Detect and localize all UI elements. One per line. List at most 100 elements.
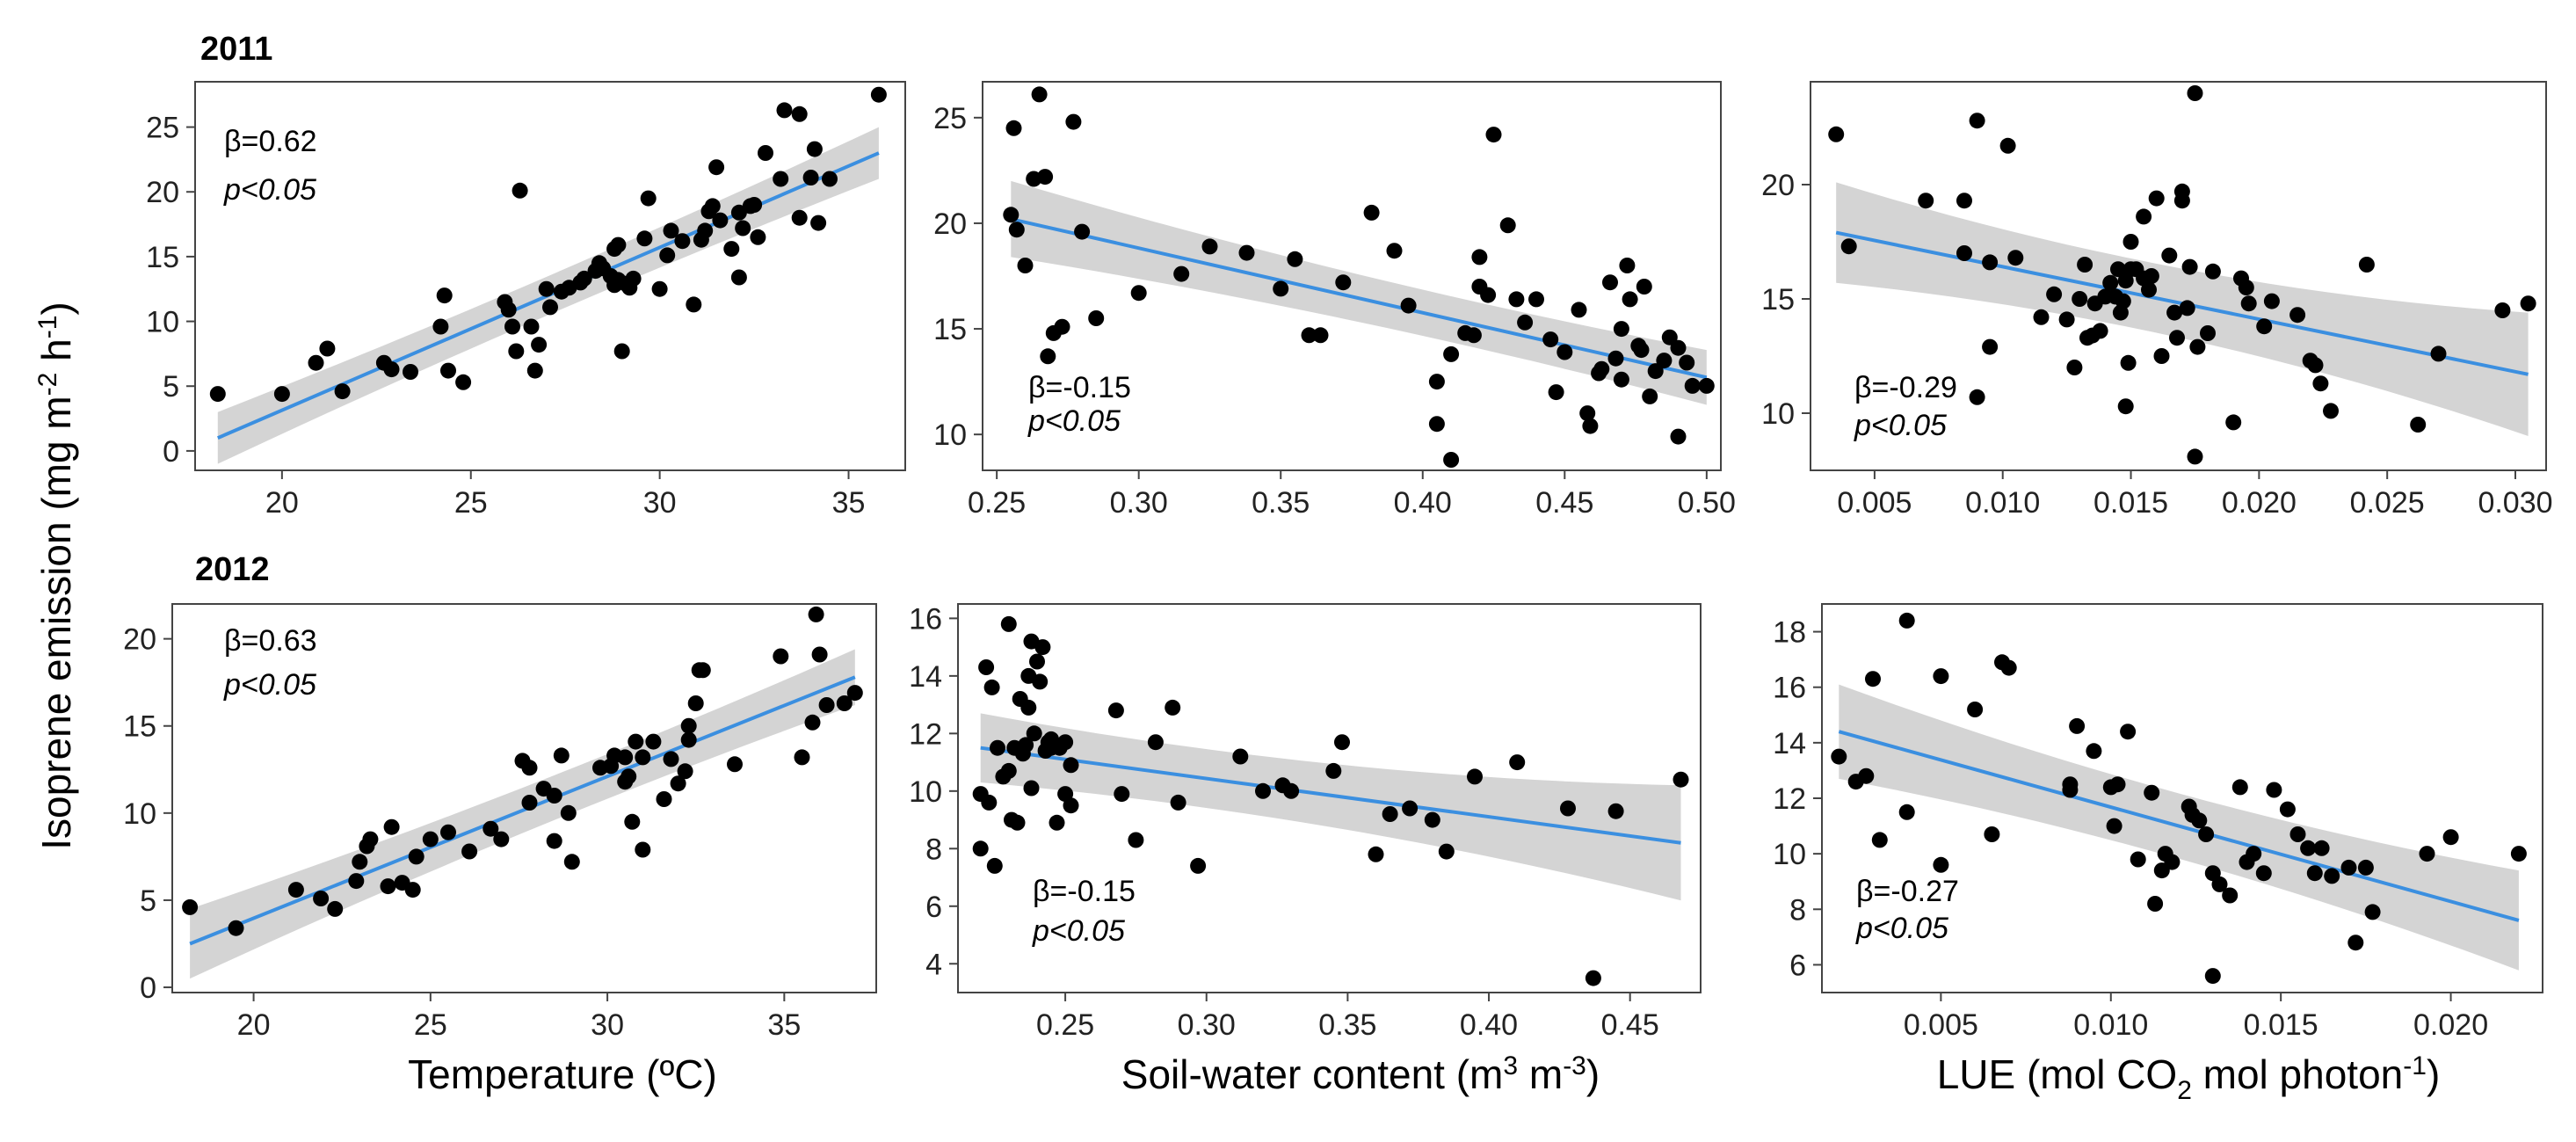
x-tick-label: 0.50 (1678, 486, 1736, 520)
data-point (1593, 360, 1610, 377)
scatter-panel-1: 20 25 30 35 0 5 10 15 20 25 β=0.62 p<0.05 (146, 81, 906, 520)
data-point (625, 270, 642, 287)
data-point (432, 318, 449, 335)
data-point (1571, 302, 1587, 318)
data-point (1613, 321, 1629, 338)
data-point (811, 646, 828, 663)
data-point (383, 361, 400, 378)
data-point (870, 86, 887, 103)
data-point (182, 898, 199, 915)
data-point (1128, 832, 1144, 848)
y-tick-label: 20 (146, 176, 179, 209)
data-point (1312, 327, 1329, 344)
data-point (645, 733, 662, 750)
data-point (2110, 261, 2126, 278)
data-point (383, 818, 400, 835)
data-point (553, 747, 570, 764)
data-point (461, 843, 478, 860)
data-point (1173, 265, 1190, 282)
data-point (1049, 814, 1065, 831)
data-point (1871, 832, 1888, 848)
data-point (1009, 814, 1026, 831)
data-point (2520, 295, 2536, 312)
x-axis-title-temperature: Temperature (ºC) (408, 1051, 717, 1097)
data-point (836, 695, 853, 711)
y-tick-label: 6 (925, 891, 942, 924)
data-point (746, 197, 763, 213)
y-tick-label: 18 (1773, 616, 1806, 650)
data-point (1386, 243, 1403, 259)
data-point (1840, 238, 1857, 255)
y-tick-label: 12 (1773, 782, 1806, 816)
x-tick-label: 0.005 (1904, 1008, 1978, 1042)
data-point (352, 854, 368, 870)
data-point (804, 714, 821, 731)
data-point (1074, 223, 1091, 240)
data-point (818, 697, 835, 713)
data-point (1400, 297, 1417, 314)
data-point (2323, 403, 2339, 419)
data-point (2357, 859, 2374, 876)
data-point (2364, 904, 2381, 920)
data-point (1032, 673, 1049, 690)
data-point (794, 749, 810, 766)
data-point (1018, 737, 1034, 753)
p-value-annotation: p<0.05 (223, 668, 316, 702)
data-point (712, 212, 729, 229)
data-point (2120, 724, 2137, 740)
data-point (628, 733, 644, 750)
data-point (1679, 354, 1695, 371)
data-point (708, 159, 725, 176)
data-point (1190, 857, 1207, 874)
data-point (1130, 285, 1147, 302)
data-point (670, 775, 686, 792)
data-point (1556, 344, 1573, 360)
data-point (1619, 258, 1636, 273)
y-tick-label: 10 (933, 418, 967, 452)
beta-annotation: β=-0.29 (1854, 371, 1957, 404)
data-point (2144, 784, 2160, 801)
data-point (1898, 612, 1915, 629)
data-point (1698, 377, 1715, 394)
data-point (1499, 217, 1516, 234)
data-point (1031, 86, 1048, 103)
data-point (2062, 782, 2079, 798)
x-axis-title-lue: LUE (mol CO2 mol photon-1) (1937, 1051, 2441, 1105)
beta-annotation: β=-0.15 (1033, 875, 1136, 908)
y-tick-label: 0 (140, 971, 156, 1005)
data-point (1287, 251, 1303, 267)
data-point (563, 854, 580, 870)
data-point (1325, 762, 1342, 779)
data-point (2046, 286, 2063, 302)
data-point (704, 198, 721, 215)
data-point (228, 920, 244, 936)
data-point (773, 648, 789, 665)
data-point (1008, 222, 1025, 238)
data-point (1443, 452, 1460, 468)
data-point (1467, 768, 1483, 785)
data-point (1956, 245, 1972, 261)
p-value-annotation: p<0.05 (1027, 404, 1121, 438)
data-point (523, 318, 540, 335)
data-point (663, 751, 679, 767)
data-point (1982, 254, 1999, 271)
x-tick-label: 0.40 (1394, 486, 1452, 520)
data-point (663, 222, 679, 239)
data-point (2161, 247, 2178, 264)
p-value-annotation: p<0.05 (1855, 912, 1948, 945)
data-point (680, 717, 697, 734)
y-tick-label: 15 (1761, 283, 1795, 316)
y-tick-label: 8 (925, 833, 942, 866)
data-point (521, 795, 538, 811)
data-point (1424, 811, 1440, 828)
x-tick-label: 0.005 (1837, 486, 1912, 520)
y-tick-label: 4 (925, 948, 942, 981)
data-point (806, 141, 823, 157)
data-point (2122, 234, 2139, 250)
data-point (2058, 311, 2075, 328)
plot-frame (982, 81, 1722, 471)
p-value-annotation: p<0.05 (223, 173, 316, 207)
data-point (538, 280, 555, 297)
data-point (1579, 405, 1596, 422)
y-tick-label: 20 (123, 623, 156, 657)
